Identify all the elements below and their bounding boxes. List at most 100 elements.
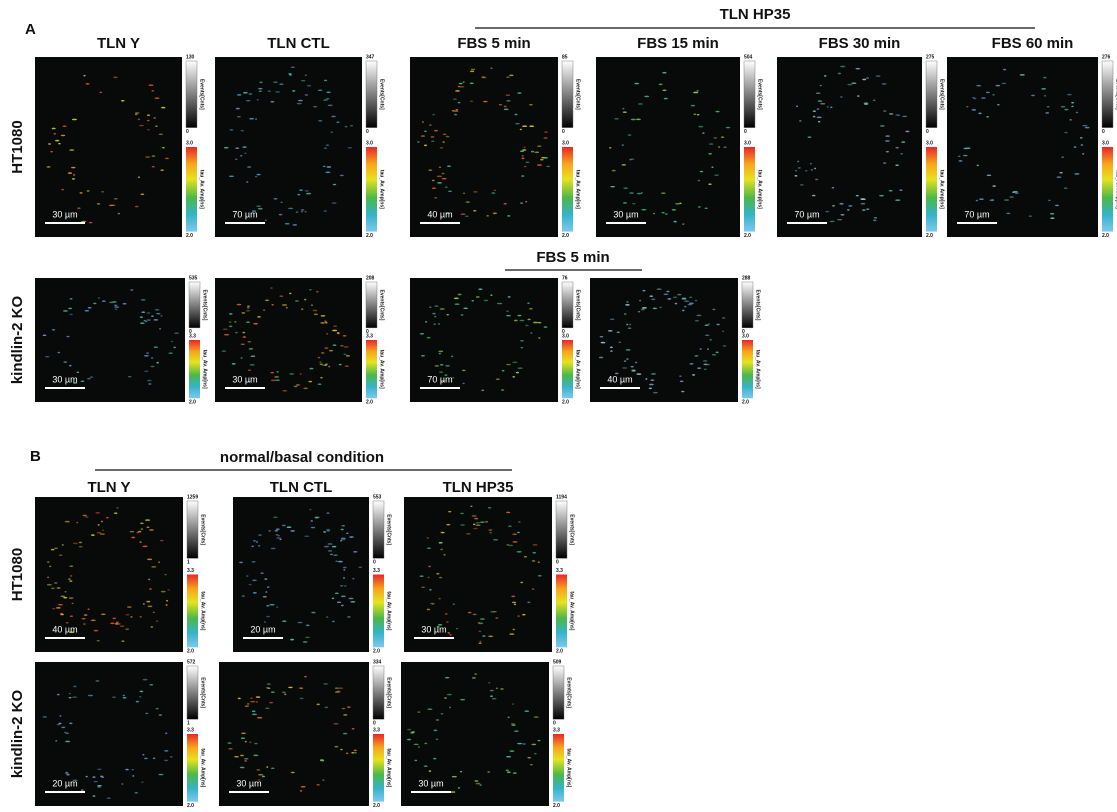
adhesion-speck xyxy=(818,100,823,102)
adhesion-speck xyxy=(114,198,118,200)
adhesion-speck xyxy=(722,317,725,319)
adhesion-speck xyxy=(64,591,66,593)
adhesion-speck xyxy=(460,771,462,773)
adhesion-speck xyxy=(246,100,251,102)
adhesion-speck xyxy=(326,144,329,146)
adhesion-speck xyxy=(144,370,148,372)
lifetime-colorbar xyxy=(366,147,377,232)
intensity-max: 288 xyxy=(742,275,751,281)
adhesion-speck xyxy=(486,215,489,217)
adhesion-speck xyxy=(629,192,634,194)
adhesion-speck xyxy=(446,314,449,316)
adhesion-speck xyxy=(445,365,450,367)
adhesion-speck xyxy=(1048,200,1050,202)
adhesion-speck xyxy=(450,791,455,793)
lifetime-label: tau_Av. Amp[ns] xyxy=(569,591,575,630)
adhesion-speck xyxy=(465,201,468,203)
adhesion-speck xyxy=(68,172,72,174)
adhesion-speck xyxy=(714,174,719,176)
lifetime-colorbar xyxy=(553,734,564,802)
adhesion-speck xyxy=(476,296,480,298)
adhesion-speck xyxy=(645,378,647,380)
adhesion-speck xyxy=(714,137,718,139)
adhesion-speck xyxy=(451,356,453,358)
adhesion-speck xyxy=(140,193,144,195)
adhesion-speck xyxy=(95,680,99,682)
lifetime-min: 2.0 xyxy=(186,233,193,239)
adhesion-speck xyxy=(1050,213,1054,215)
adhesion-speck xyxy=(649,387,652,389)
adhesion-speck xyxy=(481,76,485,78)
lifetime-label: tau_Av. Amp[ns] xyxy=(200,591,206,630)
adhesion-speck xyxy=(422,121,424,123)
adhesion-speck xyxy=(45,356,50,358)
adhesion-speck xyxy=(268,90,271,92)
adhesion-speck xyxy=(53,133,56,135)
adhesion-speck xyxy=(532,588,535,590)
scale-bar-label: 70 µm xyxy=(232,209,257,219)
adhesion-speck xyxy=(253,355,255,357)
adhesion-speck xyxy=(126,614,130,616)
adhesion-speck xyxy=(525,161,529,163)
lifetime-min: 2.0 xyxy=(744,233,751,239)
intensity-colorbar xyxy=(373,501,384,558)
adhesion-speck xyxy=(347,706,351,708)
adhesion-speck xyxy=(1061,106,1066,108)
intensity-colorbar xyxy=(556,501,567,558)
adhesion-speck xyxy=(540,159,544,161)
adhesion-speck xyxy=(471,69,475,71)
intensity-colorbar xyxy=(187,501,198,558)
adhesion-speck xyxy=(436,739,439,741)
adhesion-speck xyxy=(795,170,798,172)
adhesion-speck xyxy=(79,542,82,544)
adhesion-speck xyxy=(70,615,73,617)
adhesion-speck xyxy=(265,219,267,221)
scale-bar-label: 20 µm xyxy=(250,624,275,634)
adhesion-speck xyxy=(346,532,349,534)
adhesion-speck xyxy=(149,588,152,590)
adhesion-speck xyxy=(855,68,860,70)
adhesion-speck xyxy=(675,303,678,305)
adhesion-speck xyxy=(543,137,547,139)
adhesion-speck xyxy=(517,743,522,745)
adhesion-speck xyxy=(282,525,286,527)
adhesion-speck xyxy=(153,117,156,119)
adhesion-speck xyxy=(147,129,149,131)
adhesion-speck xyxy=(491,192,495,194)
lifetime-min: 2.0 xyxy=(556,649,563,655)
adhesion-speck xyxy=(300,698,304,700)
adhesion-speck xyxy=(488,529,492,531)
adhesion-speck xyxy=(622,164,626,166)
adhesion-speck xyxy=(434,130,438,132)
adhesion-speck xyxy=(81,789,84,791)
adhesion-speck xyxy=(452,776,457,778)
adhesion-speck xyxy=(511,596,515,598)
adhesion-speck xyxy=(337,332,340,334)
adhesion-speck xyxy=(726,127,730,129)
adhesion-speck xyxy=(164,750,168,752)
adhesion-speck xyxy=(1043,77,1046,79)
adhesion-speck xyxy=(508,525,512,527)
intensity-label: Events[Cnts] xyxy=(379,79,385,110)
adhesion-speck xyxy=(811,169,813,171)
adhesion-speck xyxy=(707,348,709,350)
adhesion-speck xyxy=(322,779,324,781)
adhesion-speck xyxy=(1020,74,1025,76)
adhesion-speck xyxy=(262,776,265,778)
adhesion-speck xyxy=(301,211,304,213)
adhesion-speck xyxy=(242,146,246,148)
adhesion-speck xyxy=(479,641,481,643)
adhesion-speck xyxy=(522,743,526,745)
scale-bar-label: 40 µm xyxy=(52,624,77,634)
adhesion-speck xyxy=(250,697,253,699)
adhesion-speck xyxy=(531,151,534,153)
adhesion-speck xyxy=(271,767,275,769)
intensity-max: 275 xyxy=(926,54,935,60)
adhesion-speck xyxy=(428,566,431,568)
adhesion-speck xyxy=(256,696,261,698)
adhesion-speck xyxy=(427,609,430,611)
adhesion-speck xyxy=(247,305,250,307)
adhesion-speck xyxy=(470,100,473,102)
adhesion-speck xyxy=(135,206,139,208)
adhesion-speck xyxy=(532,552,536,554)
